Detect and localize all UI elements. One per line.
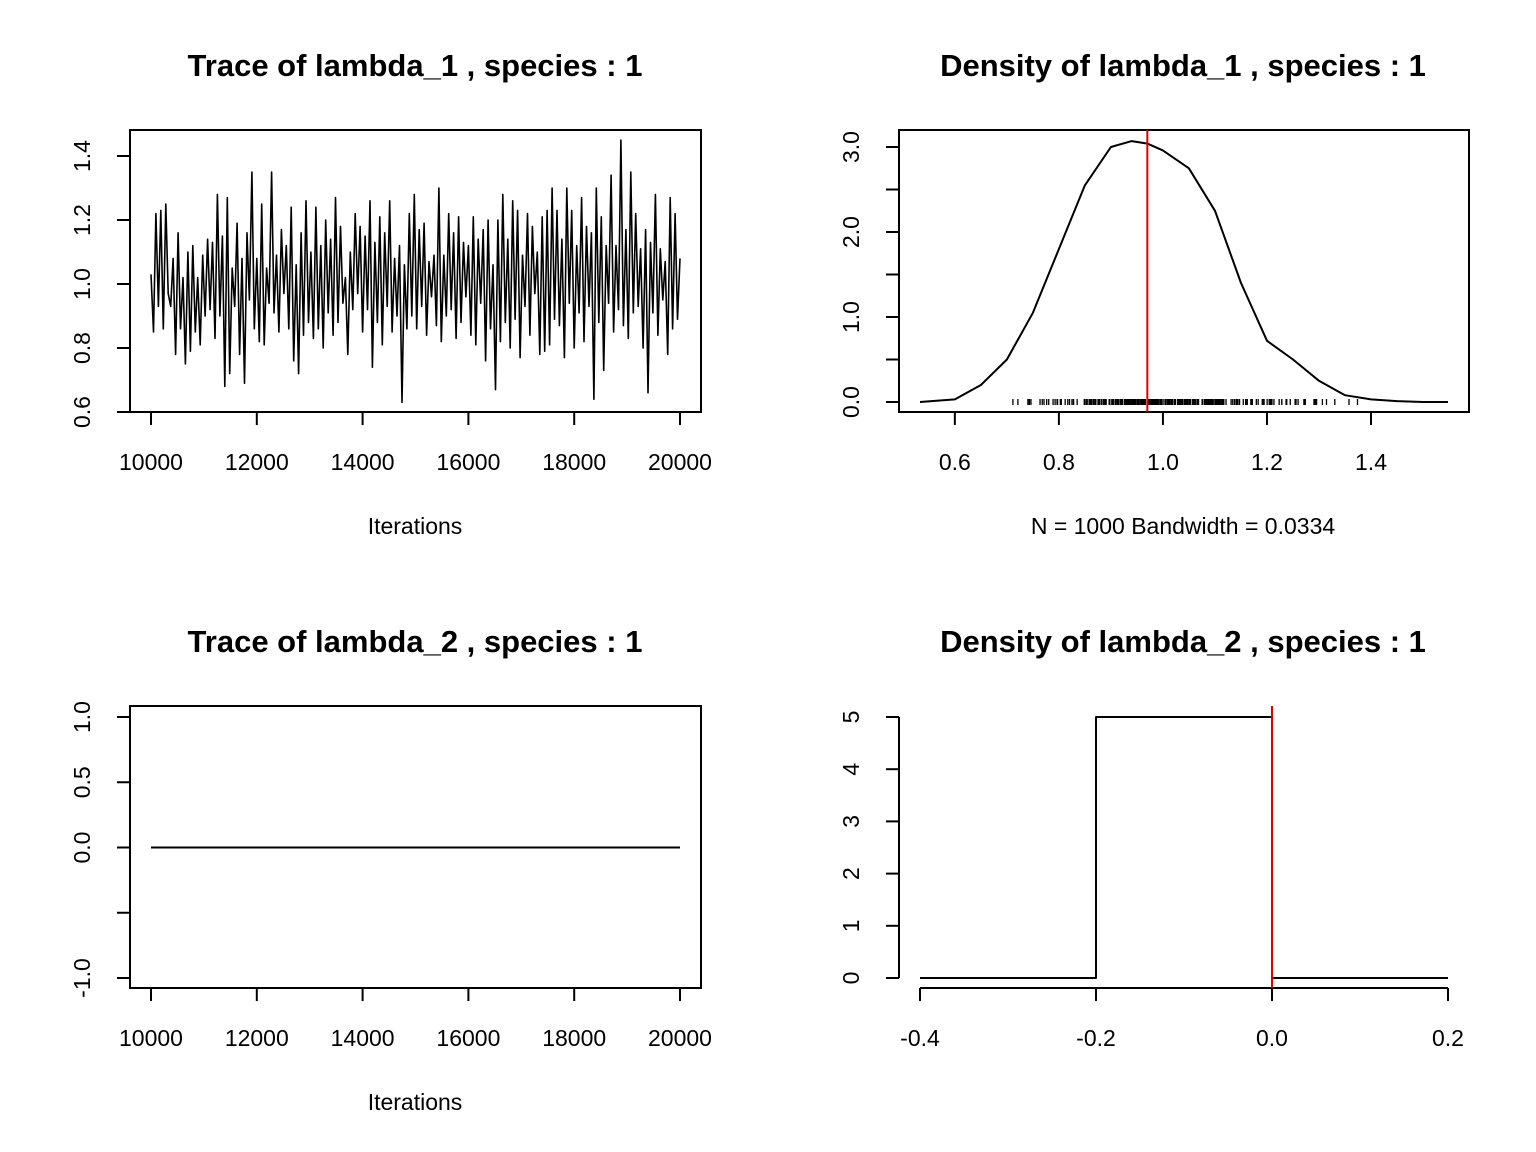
y-tick-label: 2	[838, 867, 864, 880]
series-line	[919, 140, 1448, 403]
x-tick-label: 14000	[331, 449, 395, 475]
x-tick-label: 20000	[648, 1025, 712, 1051]
y-tick-label: 1	[838, 919, 864, 932]
y-tick-label: 1.4	[69, 140, 95, 172]
y-tick-label: 1.0	[838, 301, 864, 333]
x-tick-label: 0.2	[1432, 1025, 1464, 1051]
y-tick-label: 0	[838, 972, 864, 985]
panel-density-lambda-1: Density of lambda_1 , species : 1 0.0 1.0…	[838, 48, 1470, 539]
series-line	[920, 716, 1448, 979]
x-axis-label: N = 1000 Bandwidth = 0.0334	[1031, 513, 1336, 539]
y-tick-label: 1.0	[69, 268, 95, 300]
data-layer: 0.0 1.0 2.0 3.0 0.6 0.8 1.0 1.2 1.4	[838, 130, 1448, 475]
panel-density-lambda-2: Density of lambda_2 , species : 1 0 1 2 3 4 5…	[838, 624, 1464, 1051]
x-tick-label: 0.8	[1043, 449, 1075, 475]
y-tick-label: 0.8	[69, 332, 95, 364]
x-tick-label: 0.6	[939, 449, 971, 475]
x-axis-label: Iterations	[368, 1089, 463, 1115]
y-tick-label: 5	[838, 711, 864, 724]
x-tick-label: 1.4	[1355, 449, 1387, 475]
y-tick-label: 0.0	[838, 386, 864, 418]
x-tick-label: 16000	[436, 1025, 500, 1051]
x-tick-label: 0.0	[1256, 1025, 1288, 1051]
panel-title: Trace of lambda_2 , species : 1	[188, 624, 643, 659]
x-tick-label: 1.0	[1147, 449, 1179, 475]
y-tick-label: 0.5	[69, 766, 95, 798]
y-tick-label: 3	[838, 815, 864, 828]
y-tick-label: 2.0	[838, 216, 864, 248]
y-tick-label: -1.0	[69, 958, 95, 998]
plot-frame	[898, 129, 1470, 413]
data-layer: 0 1 2 3 4 5 -0.4 -0.2 0.0 0.2	[838, 706, 1464, 1051]
y-tick-label: 4	[838, 763, 864, 776]
data-layer: 0.6 0.8 1.0 1.2 1.4 10000 12000 14000 16000 18000…	[69, 139, 712, 475]
panel-trace-lambda-2: Trace of lambda_2 , species : 1 -1.0 0.0 0…	[69, 624, 712, 1115]
x-tick-label: -0.2	[1076, 1025, 1116, 1051]
x-tick-label: 10000	[119, 449, 183, 475]
panel-title: Density of lambda_2 , species : 1	[940, 624, 1426, 659]
x-tick-label: 20000	[648, 449, 712, 475]
x-tick-label: 10000	[119, 1025, 183, 1051]
panel-title: Trace of lambda_1 , species : 1	[188, 48, 643, 83]
y-tick-label: 0.6	[69, 396, 95, 428]
x-axis-label: Iterations	[368, 513, 463, 539]
x-tick-label: 12000	[225, 1025, 289, 1051]
y-tick-label: 3.0	[838, 131, 864, 163]
x-tick-label: 18000	[542, 449, 606, 475]
x-tick-label: 1.2	[1251, 449, 1283, 475]
y-tick-label: 0.0	[69, 832, 95, 864]
series-line	[150, 139, 681, 404]
data-layer: -1.0 0.0 0.5 1.0 10000 12000 14000 16000 18000 20…	[69, 701, 712, 1051]
panel-trace-lambda-1: Trace of lambda_1 , species : 1 0.6 0.8 1.…	[69, 48, 712, 539]
rug-marks	[1012, 399, 1359, 405]
x-tick-label: -0.4	[900, 1025, 940, 1051]
panel-title: Density of lambda_1 , species : 1	[940, 48, 1426, 83]
x-tick-label: 12000	[225, 449, 289, 475]
y-tick-label: 1.0	[69, 701, 95, 733]
x-tick-label: 14000	[331, 1025, 395, 1051]
x-tick-label: 18000	[542, 1025, 606, 1051]
x-tick-label: 16000	[436, 449, 500, 475]
y-tick-label: 1.2	[69, 204, 95, 236]
